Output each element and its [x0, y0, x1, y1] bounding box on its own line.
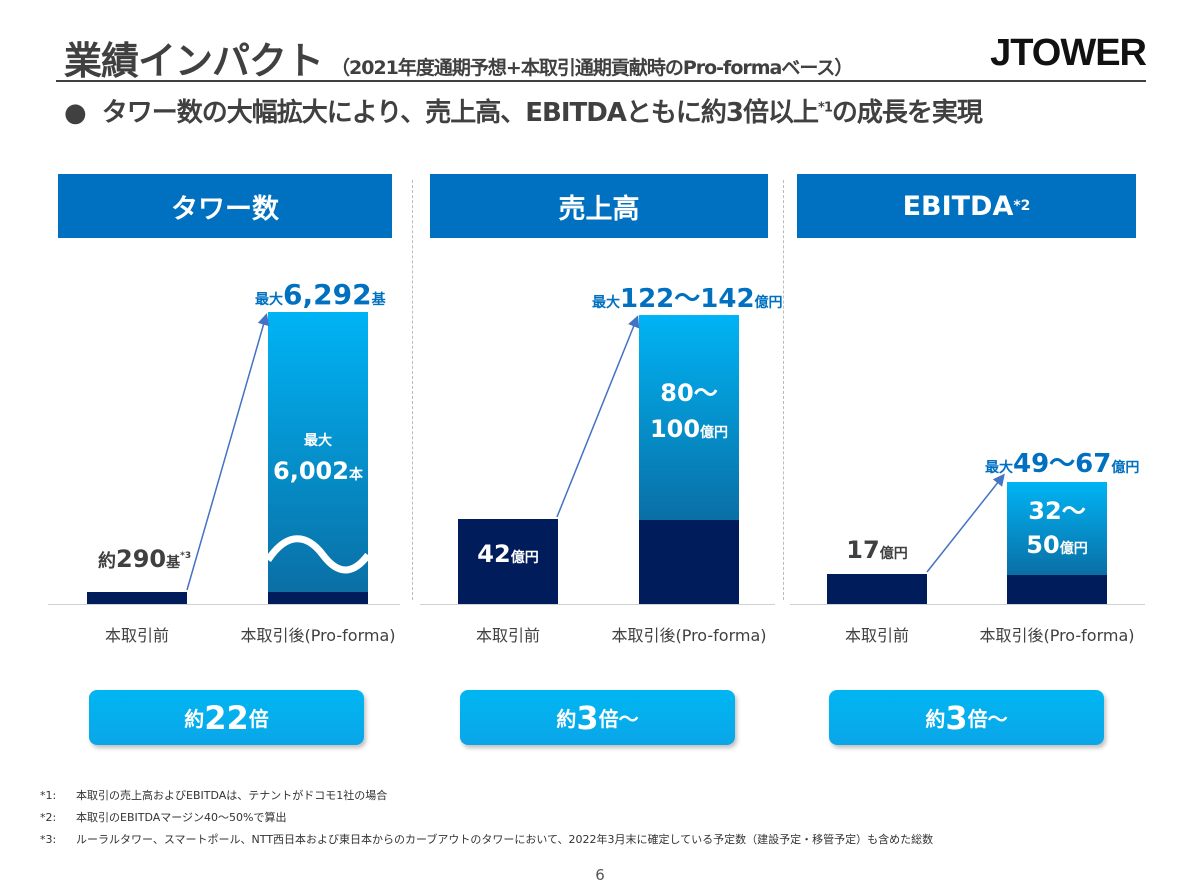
x-label: 本取引前 [475, 626, 540, 645]
panel-divider [783, 180, 784, 600]
bar-revenue-after-added [639, 315, 739, 520]
x-label: 本取引前 [104, 626, 169, 645]
title-divider [56, 80, 1146, 82]
bar-revenue-after-base [639, 520, 739, 604]
arrow-revenue [556, 315, 640, 518]
lead-statement: ● タワー数の大幅拡大により、売上高、EBITDAともに約3倍以上*1の成長を実… [64, 98, 983, 128]
bar-ebitda-after-added [1007, 482, 1107, 575]
footnote: *2: 本取引のEBITDAマージン40～50%で算出 [40, 811, 287, 824]
bar-tower-after-base [268, 592, 368, 604]
x-label: 本取引後(Pro-forma) [979, 626, 1135, 645]
label-ebitda-after: 最大49～67億円 [985, 449, 1140, 479]
axis-break-wave-icon [268, 535, 368, 574]
label-ebitda-before: 17億円 [846, 536, 908, 564]
company-logo: JTOWER [990, 32, 1147, 74]
arrow-ebitda [926, 473, 1005, 573]
header-ebitda: EBITDA *2 [797, 174, 1136, 238]
bar-tower-before [87, 592, 187, 604]
arrow-tower [186, 313, 270, 591]
label-ebitda-inner: 32～ 50億円 [1026, 497, 1088, 559]
bar-ebitda-before [827, 574, 927, 604]
panel-divider [412, 180, 413, 600]
label-revenue-after: 最大122～142億円 [592, 284, 783, 314]
baseline [420, 604, 775, 605]
multiple-tower-badge: 約 22 倍 [89, 690, 364, 745]
multiple-ebitda-badge: 約 3 倍～ [829, 690, 1104, 745]
header-tower-count: タワー数 [58, 174, 392, 238]
label-tower-inner: 最大 6,002本 [273, 433, 363, 485]
page-subtitle: （2021年度通期予想+本取引通期貢献時のPro-formaベース） [331, 57, 853, 79]
bar-revenue-before [458, 519, 558, 604]
bar-ebitda-after-base [1007, 575, 1107, 604]
footnote: *3: ルーラルタワー、スマートポール、NTT西日本および東日本からのカーブアウト… [40, 833, 934, 846]
label-tower-after: 最大6,292基 [255, 278, 386, 311]
page-number: 6 [595, 866, 605, 884]
header-revenue: 売上高 [430, 174, 768, 238]
multiple-revenue-badge: 約 3 倍～ [460, 690, 735, 745]
baseline [790, 604, 1145, 605]
footnote: *1: 本取引の売上高およびEBITDAは、テナントがドコモ1社の場合 [40, 789, 388, 802]
x-label: 本取引後(Pro-forma) [240, 626, 396, 645]
label-revenue-inner: 80～ 100億円 [649, 379, 729, 443]
label-revenue-before: 42億円 [477, 540, 539, 568]
page-title: 業績インパクト （2021年度通期予想+本取引通期貢献時のPro-formaベース… [64, 39, 853, 83]
label-tower-before: 約290基*3 [98, 545, 192, 573]
x-label: 本取引後(Pro-forma) [611, 626, 767, 645]
baseline [48, 604, 400, 605]
x-label: 本取引前 [844, 626, 909, 645]
